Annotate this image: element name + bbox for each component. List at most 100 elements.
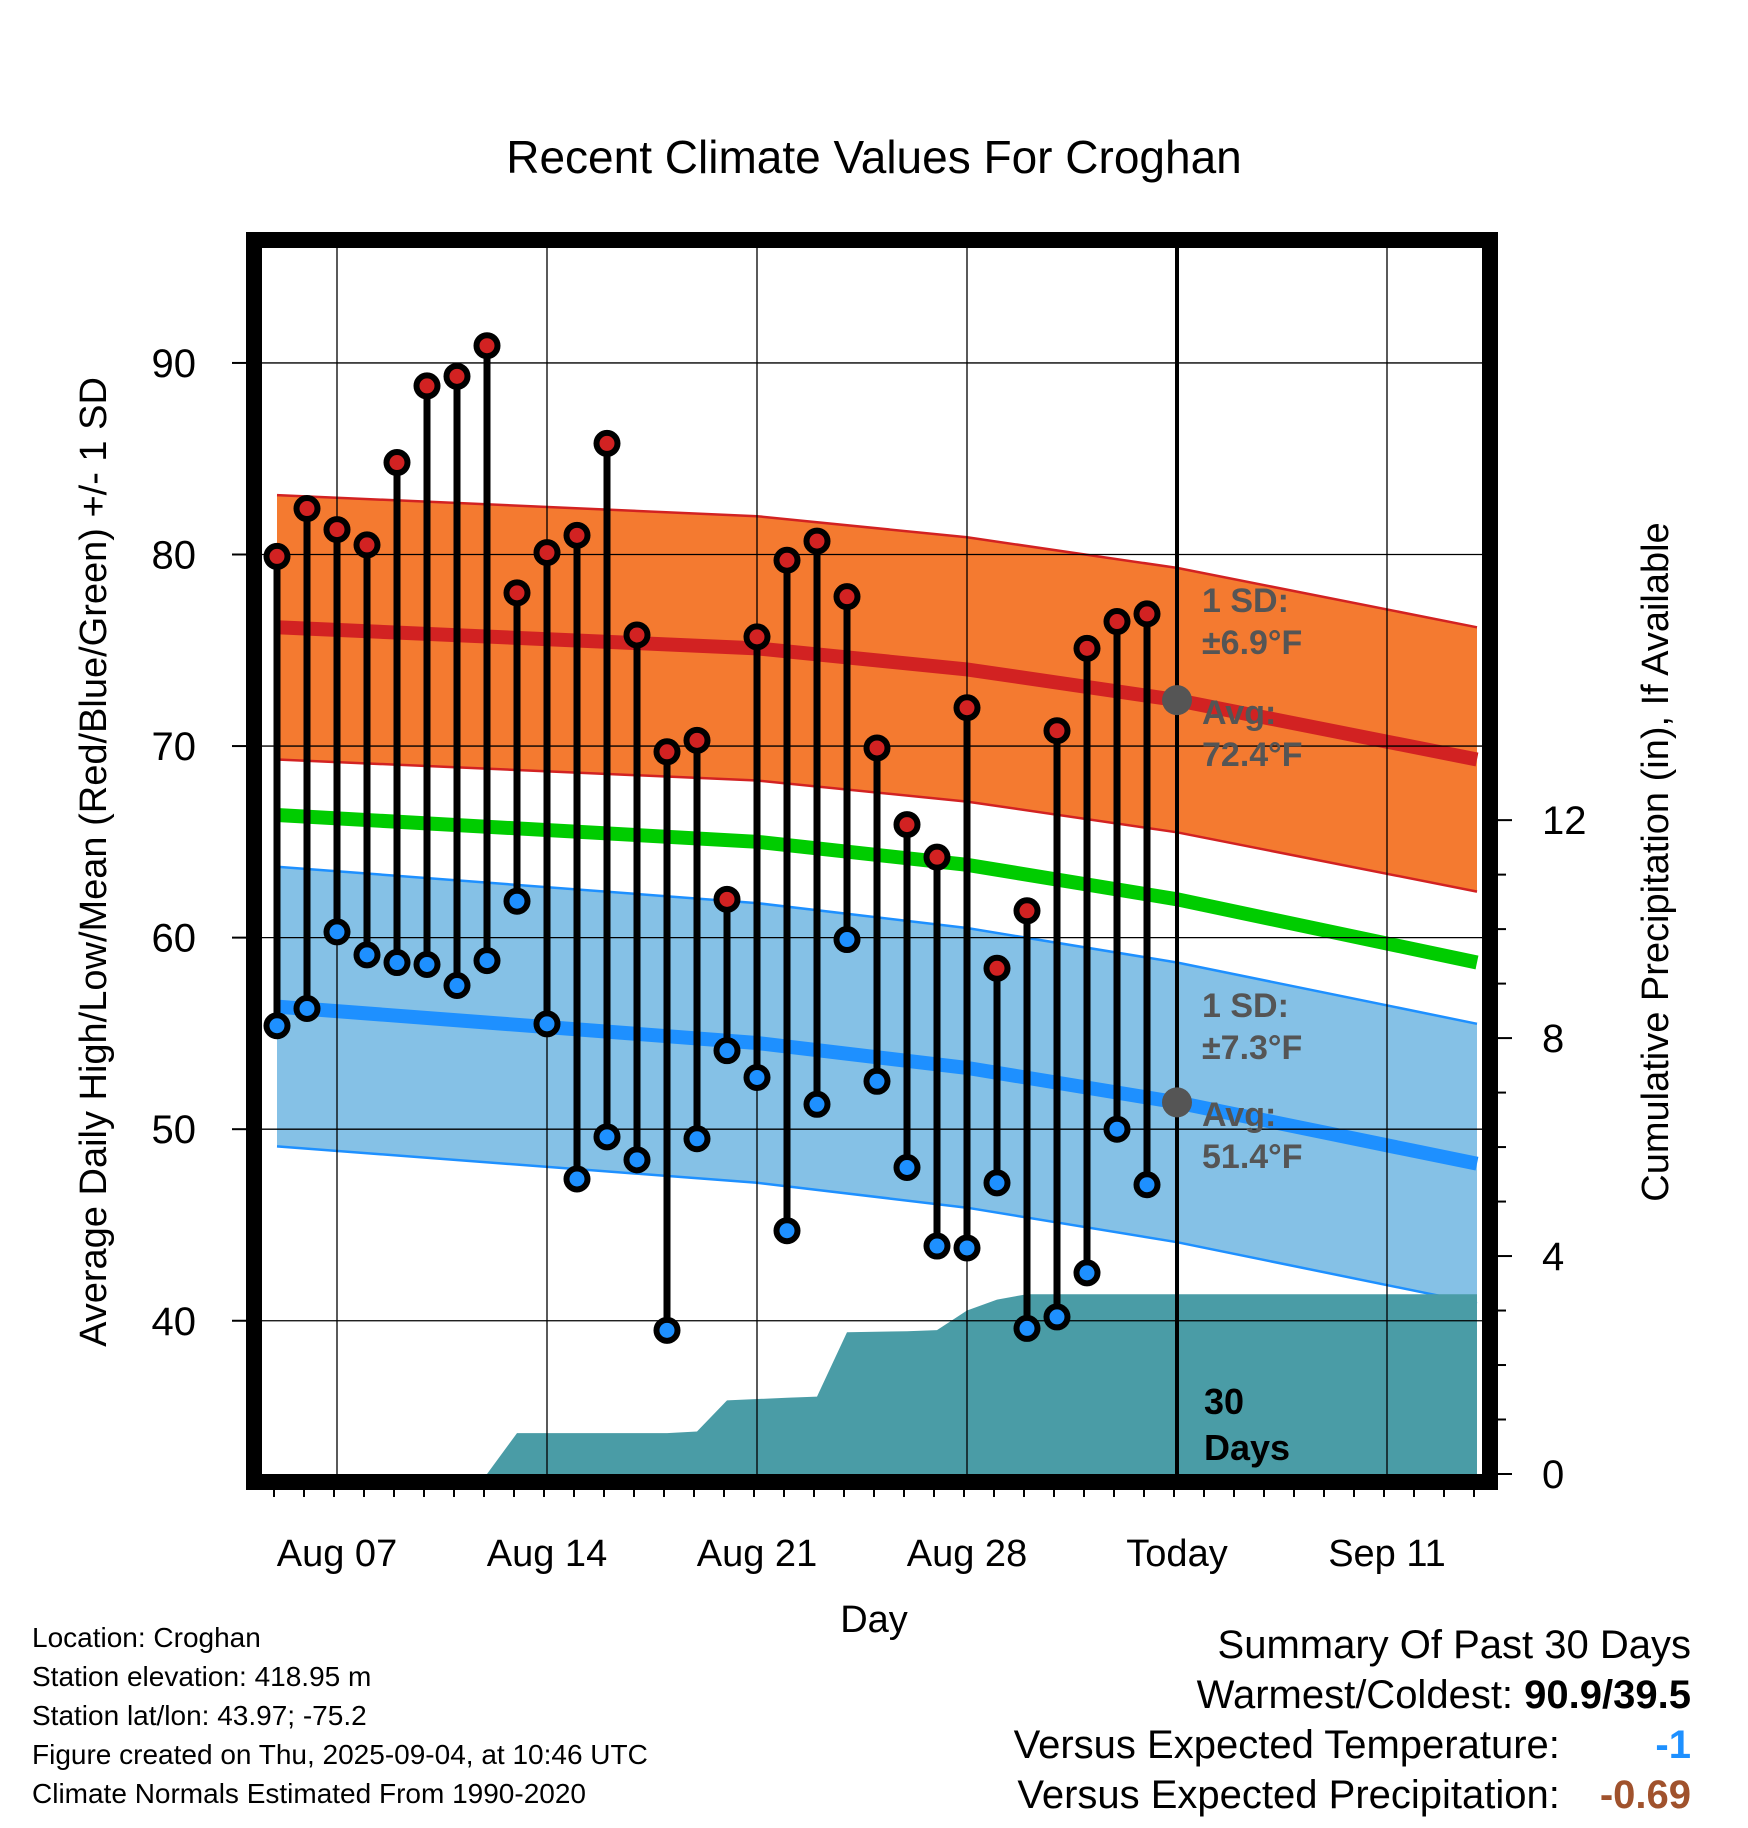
- low-temp-point: [1073, 1259, 1101, 1287]
- low-temp-point: [383, 949, 411, 977]
- high-temp-point: [953, 694, 981, 722]
- high-temp-point: [743, 623, 771, 651]
- low-temp-point: [443, 972, 471, 1000]
- x-axis-label: Day: [840, 1599, 908, 1641]
- x-tick-label: Today: [1126, 1533, 1227, 1575]
- x-tick-label: Aug 07: [277, 1533, 397, 1575]
- high-temp-point: [1013, 897, 1041, 925]
- warmest-value: 90.9/39.5: [1524, 1673, 1691, 1717]
- low-temp-point: [503, 887, 531, 915]
- precip-value: -0.69: [1599, 1773, 1691, 1817]
- high-temp-point: [533, 539, 561, 567]
- summary-warmest-row: Warmest/Coldest: 90.9/39.5: [1014, 1670, 1691, 1720]
- warmest-label: Warmest/Coldest:: [1196, 1673, 1514, 1717]
- high-temp-point: [443, 362, 471, 390]
- x-tick-label: Sep 11: [1328, 1533, 1446, 1575]
- low-temp-point: [1013, 1314, 1041, 1342]
- low-temp-point: [923, 1232, 951, 1260]
- x-tick-label: Aug 28: [907, 1533, 1027, 1575]
- y-axis-label: Average Daily High/Low/Mean (Red/Blue/Gr…: [73, 377, 115, 1347]
- high-temp-point: [1133, 600, 1161, 628]
- station-info: Location: Croghan Station elevation: 418…: [32, 1618, 648, 1813]
- low-temp-point: [1103, 1115, 1131, 1143]
- high-sd-label: 1 SD:: [1202, 582, 1289, 620]
- high-temp-point: [803, 527, 831, 555]
- high-temp-point: [1073, 634, 1101, 662]
- low-temp-point: [623, 1146, 651, 1174]
- low-temp-point: [563, 1165, 591, 1193]
- y-tick-label: 90: [152, 342, 197, 386]
- chart-title: Recent Climate Values For Croghan: [506, 131, 1241, 183]
- low-temp-point: [683, 1125, 711, 1153]
- high-temp-point: [713, 885, 741, 913]
- high-temp-point: [593, 429, 621, 457]
- high-temp-point: [413, 372, 441, 400]
- high-temp-point: [863, 734, 891, 762]
- high-temp-point: [923, 843, 951, 871]
- y-tick-label: 50: [152, 1108, 197, 1152]
- low-avg-label: Avg:: [1202, 1096, 1276, 1134]
- temp-value: -1: [1655, 1723, 1691, 1767]
- low-temp-point: [353, 941, 381, 969]
- y-tick-label: 40: [152, 1300, 197, 1344]
- summary-precip-row: Versus Expected Precipitation: -0.69: [1014, 1770, 1691, 1820]
- low-temp-point: [473, 947, 501, 975]
- low-temp-point: [953, 1234, 981, 1262]
- low-temp-point: [713, 1037, 741, 1065]
- high-temp-point: [503, 579, 531, 607]
- low-temp-point: [863, 1067, 891, 1095]
- low-temp-point: [893, 1154, 921, 1181]
- plot-area: 1 SD: ±6.9°F Avg: 72.4°F 1 SD: ±7.3°F Avg: 51.4…: [152, 232, 1587, 1575]
- y-axis-label-right: Cumulative Precipitation (in), If Availa…: [1635, 522, 1677, 1201]
- precip-label: Versus Expected Precipitation:: [1017, 1773, 1560, 1817]
- high-temp-point: [563, 521, 591, 549]
- low-temp-point: [293, 995, 321, 1023]
- low-sd-label: 1 SD:: [1202, 987, 1289, 1025]
- days-label-number: 30: [1204, 1381, 1244, 1422]
- high-temp-point: [773, 546, 801, 574]
- low-temp-point: [413, 950, 441, 978]
- plot-frame: [246, 232, 1498, 1490]
- high-avg-label: Avg:: [1202, 694, 1276, 732]
- x-tick-label: Aug 21: [697, 1533, 817, 1575]
- elevation-text: Station elevation: 418.95 m: [32, 1661, 372, 1692]
- low-temp-point: [743, 1063, 771, 1091]
- y-right-tick-label: 12: [1542, 799, 1587, 843]
- created-text: Figure created on Thu, 2025-09-04, at 10…: [32, 1739, 648, 1770]
- y-tick-label: 60: [152, 917, 197, 961]
- high-temp-point: [683, 726, 711, 754]
- high-temp-point: [893, 811, 921, 839]
- low-temp-point: [593, 1123, 621, 1151]
- low-temp-point: [1043, 1303, 1071, 1331]
- location-text: Location: Croghan: [32, 1622, 261, 1653]
- y-tick-label: 70: [152, 725, 197, 769]
- low-sd-value: ±7.3°F: [1202, 1029, 1302, 1067]
- high-temp-point: [293, 495, 321, 523]
- low-temp-point: [263, 1012, 291, 1040]
- summary-title: Summary Of Past 30 Days: [1217, 1623, 1691, 1667]
- high-avg-marker: [1162, 685, 1192, 716]
- low-temp-point: [833, 926, 861, 954]
- y-right-tick-label: 8: [1542, 1017, 1564, 1061]
- low-temp-point: [653, 1316, 681, 1344]
- high-temp-point: [833, 583, 861, 611]
- low-avg-marker: [1162, 1087, 1192, 1118]
- low-temp-point: [323, 918, 351, 946]
- low-temp-point: [533, 1010, 561, 1038]
- latlon-text: Station lat/lon: 43.97; -75.2: [32, 1700, 367, 1731]
- high-avg-value: 72.4°F: [1202, 736, 1303, 774]
- low-temp-point: [773, 1217, 801, 1245]
- low-temp-point: [1133, 1171, 1161, 1199]
- high-temp-point: [1103, 608, 1131, 636]
- low-avg-value: 51.4°F: [1202, 1138, 1303, 1176]
- high-temp-point: [323, 516, 351, 544]
- high-temp-point: [473, 332, 501, 360]
- high-temp-point: [623, 621, 651, 649]
- y-tick-label: 80: [152, 534, 197, 578]
- high-temp-point: [1043, 717, 1071, 745]
- high-sd-value: ±6.9°F: [1202, 624, 1302, 662]
- summary-temp-row: Versus Expected Temperature: -1: [1014, 1720, 1691, 1770]
- high-temp-point: [653, 738, 681, 766]
- high-temp-point: [383, 449, 411, 477]
